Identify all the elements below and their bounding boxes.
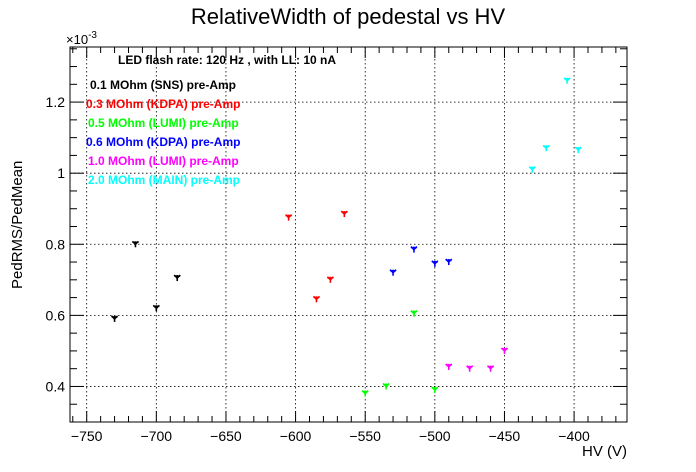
legend: LED flash rate: 120 Hz , with LL: 10 nA … <box>86 53 336 187</box>
data-point <box>389 269 397 276</box>
data-point <box>431 260 439 267</box>
x-tick-labels: −750 −700 −650 −600 −550 −500 −450 −400 <box>71 428 590 444</box>
data-point <box>361 389 369 397</box>
data-point <box>410 310 418 317</box>
data-point <box>445 363 453 370</box>
x-tick-label: −450 <box>489 428 521 444</box>
y-tick-label: 1.2 <box>46 94 66 110</box>
legend-entry: 1.0 MOhm (LUMI) pre-Amp <box>88 154 239 168</box>
y-tick-label: 0.6 <box>46 307 66 323</box>
x-tick-label: −700 <box>141 428 173 444</box>
data-point <box>563 77 571 84</box>
y-exponent-label: ×10-3 <box>66 30 97 47</box>
x-tick-label: −650 <box>210 428 242 444</box>
x-tick-label: −400 <box>558 428 590 444</box>
x-axis-title: HV (V) <box>582 443 627 460</box>
legend-entry: 0.6 MOhm (KDPA) pre-Amp <box>86 135 240 149</box>
data-point <box>285 214 293 221</box>
x-tick-label: −750 <box>71 428 103 444</box>
legend-entry: 2.0 MOhm (MAIN) pre-Amp <box>88 173 240 187</box>
data-point <box>542 144 550 152</box>
data-point <box>466 365 474 372</box>
legend-header: LED flash rate: 120 Hz , with LL: 10 nA <box>118 53 336 67</box>
data-point <box>312 295 321 303</box>
data-point <box>110 315 119 322</box>
y-tick-labels: 0.4 0.6 0.8 1 1.2 <box>46 94 66 394</box>
x-tick-label: −600 <box>280 428 312 444</box>
y-axis-title: PedRMS/PedMean <box>9 161 26 289</box>
y-tick-label: 1 <box>57 165 65 181</box>
legend-entry: 0.1 MOhm (SNS) pre-Amp <box>90 78 236 92</box>
legend-entry: 0.3 MOhm (KDPA) pre-Amp <box>86 97 240 111</box>
chart-title: RelativeWidth of pedestal vs HV <box>191 4 506 29</box>
data-point <box>340 210 348 218</box>
data-points <box>110 77 582 397</box>
data-point <box>173 274 181 282</box>
data-point <box>528 166 536 173</box>
data-point <box>131 240 140 248</box>
plot-frame <box>69 46 628 423</box>
data-point <box>574 146 582 154</box>
y-tick-label: 0.8 <box>46 236 66 252</box>
data-point <box>445 258 453 266</box>
axis-ticks <box>70 47 627 423</box>
grid <box>70 47 627 422</box>
data-point <box>326 276 334 283</box>
legend-entry: 0.5 MOhm (LUMI) pre-Amp <box>88 116 239 130</box>
data-point <box>410 246 418 253</box>
data-point <box>486 365 495 372</box>
data-point <box>500 347 509 354</box>
data-point <box>431 386 439 394</box>
data-point <box>382 382 390 390</box>
y-tick-label: 0.4 <box>46 378 66 394</box>
x-tick-label: −550 <box>349 428 381 444</box>
x-tick-label: −500 <box>419 428 451 444</box>
data-point <box>152 304 160 312</box>
